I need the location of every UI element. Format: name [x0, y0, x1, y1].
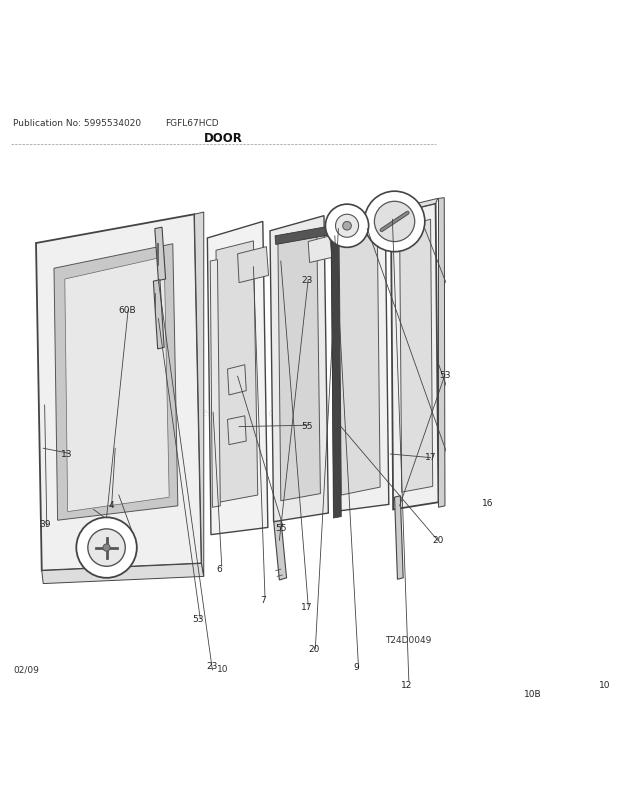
Polygon shape — [228, 416, 246, 445]
Text: 10: 10 — [599, 680, 611, 689]
Text: 60B: 60B — [118, 306, 136, 315]
Polygon shape — [216, 241, 258, 503]
Circle shape — [365, 192, 425, 253]
Text: AppliancePartsParts.com: AppliancePartsParts.com — [154, 407, 293, 418]
Polygon shape — [391, 205, 438, 510]
Polygon shape — [331, 210, 389, 512]
Polygon shape — [207, 222, 268, 535]
Polygon shape — [308, 237, 332, 263]
Text: 23: 23 — [301, 275, 312, 284]
Circle shape — [88, 529, 125, 566]
Polygon shape — [339, 227, 380, 496]
Text: 6: 6 — [217, 565, 223, 573]
Text: 10B: 10B — [524, 689, 542, 698]
Polygon shape — [273, 518, 286, 581]
Polygon shape — [331, 217, 341, 518]
Circle shape — [103, 545, 110, 552]
Text: 13: 13 — [61, 449, 73, 458]
Polygon shape — [210, 261, 220, 508]
Polygon shape — [438, 198, 445, 508]
Polygon shape — [391, 199, 438, 215]
Circle shape — [374, 202, 415, 242]
Text: T24D0049: T24D0049 — [385, 636, 432, 645]
Text: 16: 16 — [482, 499, 494, 508]
Circle shape — [335, 215, 358, 238]
Polygon shape — [155, 228, 166, 282]
Polygon shape — [36, 215, 202, 571]
Text: DOOR: DOOR — [204, 132, 242, 145]
Polygon shape — [228, 365, 246, 395]
Polygon shape — [400, 220, 433, 492]
Polygon shape — [270, 217, 329, 522]
Circle shape — [326, 205, 369, 248]
Text: FGFL67HCD: FGFL67HCD — [166, 119, 219, 128]
Text: 02/09: 02/09 — [13, 664, 39, 674]
Polygon shape — [153, 281, 164, 350]
Polygon shape — [394, 496, 403, 580]
Text: 17: 17 — [425, 453, 436, 462]
Text: 53: 53 — [192, 614, 204, 623]
Text: 4: 4 — [108, 500, 115, 509]
Text: 23: 23 — [206, 662, 218, 670]
Circle shape — [76, 518, 137, 578]
Text: 20: 20 — [308, 644, 319, 653]
Polygon shape — [195, 213, 204, 577]
Text: 20: 20 — [432, 536, 443, 545]
Text: 7: 7 — [260, 595, 266, 604]
Text: 39: 39 — [39, 520, 50, 529]
Polygon shape — [275, 217, 385, 245]
Text: 12: 12 — [401, 680, 412, 689]
Text: 10: 10 — [218, 664, 229, 674]
Polygon shape — [65, 257, 169, 512]
Polygon shape — [237, 247, 268, 283]
Polygon shape — [42, 564, 204, 584]
Text: 55: 55 — [301, 421, 312, 430]
Polygon shape — [278, 233, 321, 501]
Polygon shape — [54, 245, 178, 520]
Text: 55: 55 — [275, 523, 286, 533]
Text: Publication No: 5995534020: Publication No: 5995534020 — [13, 119, 141, 128]
Text: 9: 9 — [353, 662, 359, 671]
Text: 17: 17 — [301, 602, 312, 611]
Circle shape — [343, 222, 352, 231]
Text: 53: 53 — [439, 371, 451, 380]
